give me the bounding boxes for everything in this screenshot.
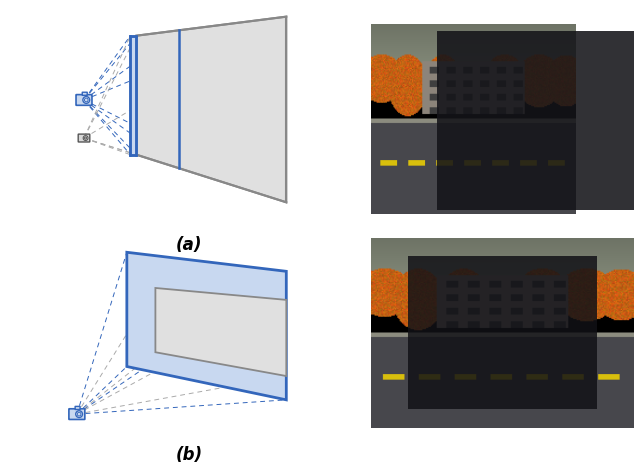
FancyBboxPatch shape [78,134,90,142]
Circle shape [84,98,88,102]
FancyBboxPatch shape [69,409,85,419]
Circle shape [77,412,81,416]
Circle shape [83,136,88,140]
Polygon shape [131,36,136,155]
Text: (a): (a) [175,236,202,254]
Polygon shape [136,17,286,202]
Polygon shape [127,252,286,400]
Polygon shape [156,288,286,376]
FancyBboxPatch shape [76,95,92,105]
Circle shape [76,411,83,417]
Circle shape [83,97,90,103]
Circle shape [84,137,87,139]
FancyBboxPatch shape [75,407,80,409]
FancyBboxPatch shape [83,92,87,95]
Text: (b): (b) [175,446,202,464]
